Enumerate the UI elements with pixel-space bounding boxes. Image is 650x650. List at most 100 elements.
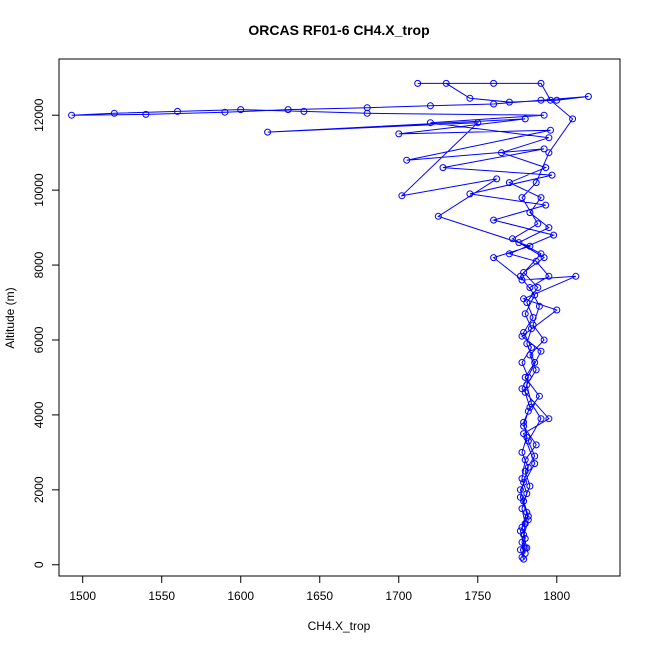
data-point [524,516,532,524]
data-point [532,179,540,187]
data-point [300,107,308,115]
data-point [569,115,577,123]
data-point [426,102,434,110]
data-point [540,111,548,119]
data-point [545,415,553,423]
data-point [537,347,545,355]
x-axis-title: CH4.X_trop [308,619,371,633]
series-group [68,79,592,563]
data-point [545,224,553,232]
data-point [545,272,553,280]
data-point [531,359,539,366]
data-point [537,79,545,87]
data-point [521,456,529,464]
data-point [474,119,482,127]
x-tick-label: 1550 [148,589,175,603]
data-point [540,145,548,153]
data-point [518,359,526,366]
data-point [518,385,526,393]
y-tick-label: 4000 [32,401,46,428]
data-point [521,373,529,381]
data-point [466,94,474,102]
data-point [518,538,526,546]
data-point [509,235,516,243]
data-point [237,106,245,114]
chart-title: ORCAS RF01-6 CH4.X_trop [248,22,429,38]
data-point [523,508,531,516]
data-point [535,302,543,310]
data-point [516,546,524,554]
data-point [221,108,229,116]
data-point [515,239,523,247]
data-point [110,109,118,117]
data-point [534,220,542,228]
data-point [518,475,526,483]
data-point [528,325,535,333]
data-point [529,321,537,329]
data-point [520,295,528,303]
x-tick-label: 1800 [543,589,570,603]
series-line [71,82,589,560]
data-point [490,254,498,262]
data-point [490,216,498,224]
data-point [545,149,553,157]
data-point [521,310,529,318]
data-point [524,437,532,445]
x-tick-label: 1750 [464,589,491,603]
x-tick-label: 1500 [69,589,96,603]
data-point [547,96,554,104]
data-point [532,257,540,265]
data-point [528,344,535,351]
y-tick-label: 8000 [32,251,46,278]
data-point [526,403,534,411]
data-point [363,104,371,112]
data-point [537,194,545,202]
data-point [537,415,545,423]
data-point [540,336,548,344]
data-point [518,194,526,202]
data-point [520,329,528,336]
data-point [505,250,513,258]
data-point [490,100,498,108]
x-tick-label: 1650 [306,589,333,603]
data-point [523,381,531,389]
data-point [520,422,528,430]
data-point [532,441,540,449]
data-point [142,110,150,118]
y-tick-label: 12000 [32,98,46,132]
data-point [518,276,526,284]
data-point [518,332,526,340]
data-point [526,209,534,217]
data-point [523,490,531,498]
data-point [531,460,539,468]
data-point [524,407,532,415]
data-point [434,212,442,220]
data-point [535,392,543,400]
y-tick-label: 0 [32,561,46,568]
data-point [524,512,532,520]
x-tick-label: 1600 [227,589,254,603]
data-point [442,79,450,87]
data-point [505,179,513,187]
data-point [542,201,550,209]
data-point [537,250,545,258]
data-point [520,478,528,486]
data-point [498,149,505,157]
data-point [395,130,403,138]
data-point [548,171,556,179]
data-point [521,115,529,123]
data-point [68,111,76,119]
data-point [426,119,434,127]
data-point [516,272,524,280]
y-tick-label: 10000 [32,173,46,207]
x-axis: 1500 1550 1600 1650 1700 1750 1800 [69,575,570,603]
data-point [524,373,532,381]
data-point [553,306,561,314]
data-point [264,128,272,136]
data-point [521,550,529,557]
data-point [528,400,535,408]
y-axis-title: Altitude (m) [3,287,17,348]
data-point [398,192,406,200]
